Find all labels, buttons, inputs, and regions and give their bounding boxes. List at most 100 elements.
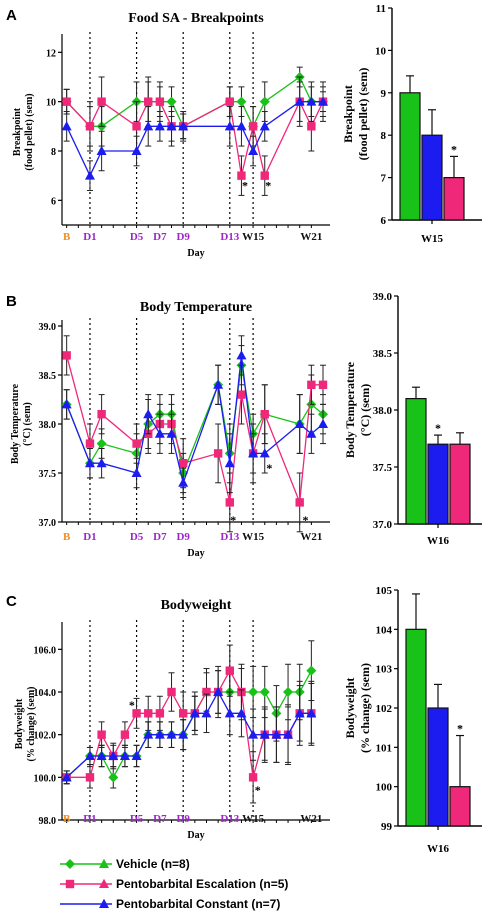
data-point-escalation: [202, 687, 211, 697]
y-tick-label: 38.5: [39, 371, 57, 382]
data-point-escalation: [120, 730, 130, 739]
data-point-constant: [306, 96, 317, 106]
data-point-constant: [318, 96, 329, 106]
data-point-escalation: [97, 97, 106, 106]
data-point-constant: [61, 121, 72, 131]
data-point-constant: [178, 477, 189, 487]
x-tick-label: D5: [130, 531, 144, 543]
y-tick-label: 10: [46, 98, 56, 109]
bar-category-label: W15: [421, 233, 444, 245]
data-point-constant: [84, 458, 95, 468]
series-line-constant: [66, 355, 324, 486]
significance-star: *: [265, 179, 271, 193]
data-point-vehicle: [236, 96, 247, 107]
chart-title: Food SA - Breakpoints: [128, 11, 264, 26]
x-axis-label: Day: [187, 548, 204, 559]
series-escalation: [62, 76, 328, 196]
panel-letter-a: A: [6, 7, 17, 24]
x-tick-label: W15: [242, 813, 265, 825]
chart-title: Bodyweight: [161, 598, 232, 613]
legend-marker: [99, 878, 109, 888]
data-point-escalation: [62, 97, 71, 106]
data-point-escalation: [260, 410, 269, 419]
data-point-constant: [318, 418, 329, 428]
data-point-constant: [213, 686, 224, 696]
data-point-escalation: [155, 97, 165, 106]
significance-star: *: [266, 461, 272, 475]
bar-y-tick-label: 9: [381, 88, 387, 100]
x-tick-label: D1: [83, 531, 96, 543]
data-point-constant: [294, 418, 305, 428]
bar-y-tick-label: 8: [381, 130, 387, 142]
data-point-escalation: [97, 410, 106, 419]
y-axis-label-line: (% change) (sem): [26, 687, 37, 762]
significance-star: *: [129, 698, 135, 712]
data-point-vehicle: [283, 687, 294, 697]
x-tick-label: B: [63, 813, 71, 825]
data-point-vehicle: [306, 665, 317, 676]
data-point-escalation: [132, 122, 141, 131]
bar-y-tick-label: 103: [376, 664, 393, 676]
data-point-constant: [224, 708, 235, 718]
data-point-constant: [271, 729, 282, 739]
bar-y-axis-label: Bodyweight(% change) (sem): [343, 663, 372, 753]
legend-label: Vehicle (n=8): [116, 857, 190, 871]
x-tick-label: D1: [83, 813, 96, 825]
data-point-escalation: [144, 97, 153, 106]
bar-escalation: [449, 786, 471, 827]
data-point-escalation: [178, 709, 188, 718]
series-line-constant: [66, 101, 324, 178]
bar-escalation: [443, 177, 465, 221]
data-point-escalation: [237, 390, 246, 399]
series-line-escalation: [66, 355, 324, 503]
series-vehicle: [61, 640, 317, 789]
significance-star: *: [435, 421, 441, 435]
data-point-escalation: [295, 498, 304, 507]
data-point-constant: [178, 121, 189, 131]
data-point-constant: [154, 729, 165, 739]
data-point-constant: [224, 121, 235, 131]
bar-y-tick-label: 7: [381, 173, 387, 185]
y-tick-label: 39.0: [39, 322, 57, 333]
legend: Vehicle (n=8) Pentobarbital Escalation (n…: [60, 857, 288, 911]
bar-y-axis-label-line: (food pellet) (sem): [356, 68, 370, 161]
bar-y-axis-label-line: (% change) (sem): [358, 663, 372, 753]
significance-star: *: [242, 179, 248, 193]
bar-y-tick-label: 105: [376, 585, 393, 597]
data-point-escalation: [307, 380, 316, 389]
bar-y-axis-label: Body Temperature(°C) (sem): [343, 361, 372, 458]
data-point-escalation: [248, 122, 258, 131]
legend-label: Pentobarbital Escalation (n=5): [116, 877, 288, 891]
significance-star: *: [303, 513, 309, 527]
data-point-escalation: [85, 439, 95, 448]
significance-star: *: [451, 142, 457, 156]
y-tick-label: 8: [51, 147, 56, 158]
bar-y-axis-label-line: Body Temperature: [343, 361, 357, 458]
x-tick-label: D7: [153, 813, 167, 825]
legend-item-vehicle: Vehicle (n=8): [60, 857, 190, 871]
y-axis-label: Bodyweight(% change) (sem): [14, 687, 37, 762]
x-tick-label: W21: [300, 231, 322, 243]
legend-item-constant: Pentobarbital Constant (n=7): [60, 897, 280, 911]
x-tick-label: D9: [176, 231, 190, 243]
legend-marker: [65, 879, 75, 889]
data-point-constant: [61, 772, 72, 782]
y-tick-label: 12: [46, 48, 56, 59]
data-point-vehicle: [259, 96, 270, 107]
data-point-escalation: [97, 730, 106, 739]
data-point-constant: [224, 458, 235, 468]
legend-marker: [99, 858, 109, 868]
bar-vehicle: [405, 628, 427, 827]
y-axis-label-line: Bodyweight: [14, 698, 25, 749]
y-tick-label: 37.5: [39, 469, 57, 480]
data-point-constant: [259, 729, 270, 739]
data-point-constant: [166, 729, 177, 739]
data-point-constant: [143, 729, 154, 739]
legend-marker: [65, 859, 75, 869]
y-tick-label: 38.0: [39, 420, 57, 431]
bar-y-tick-label: 11: [376, 3, 386, 15]
data-point-constant: [154, 121, 165, 131]
